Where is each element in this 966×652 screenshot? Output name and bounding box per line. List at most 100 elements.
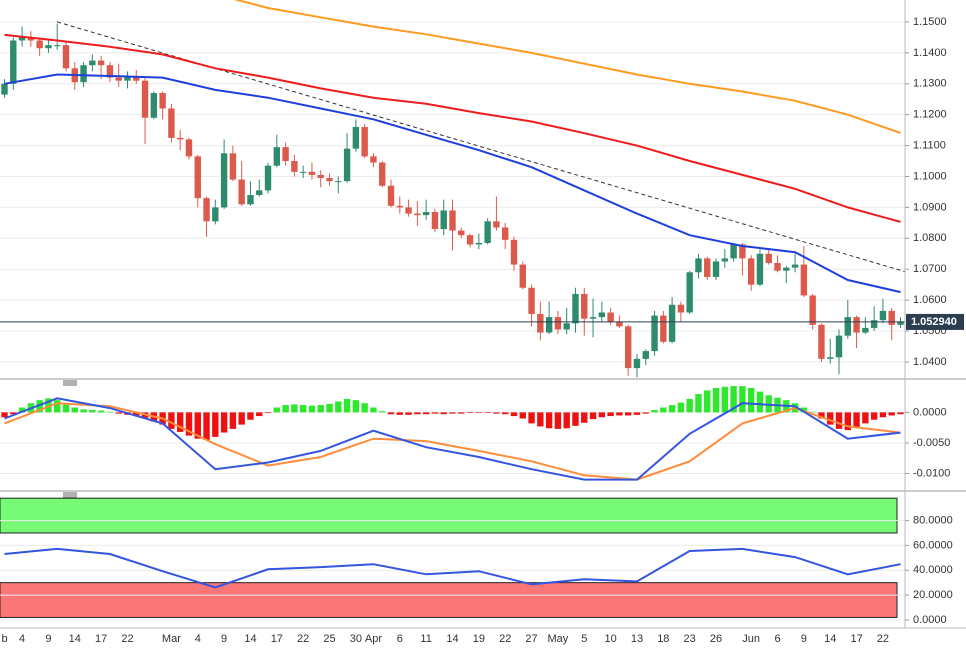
candle-body — [739, 244, 746, 259]
candle-body — [704, 258, 711, 277]
histogram-bar — [89, 409, 96, 413]
histogram-bar — [870, 412, 878, 420]
histogram-bar — [897, 412, 904, 415]
candle-body — [589, 317, 597, 319]
resize-handle — [63, 492, 77, 498]
histogram-bar — [827, 412, 834, 425]
histogram-bar — [519, 412, 526, 419]
candle-body — [493, 221, 500, 228]
indicator-line — [4, 73, 901, 294]
candle-body — [818, 324, 825, 359]
histogram-bar — [458, 412, 465, 414]
histogram-bar — [730, 386, 737, 413]
y-tick-label: 1.0600 — [913, 294, 947, 306]
x-tick-label: 11 — [420, 633, 431, 645]
y-tick-label: 20.0000 — [913, 589, 953, 601]
histogram-bar — [572, 412, 579, 426]
x-tick-label: 14 — [244, 633, 256, 645]
candle-body — [27, 37, 35, 41]
x-tick-label: Apr — [365, 633, 382, 645]
histogram-bar — [800, 407, 808, 413]
x-tick-label: Mar — [162, 633, 181, 645]
candle-body — [774, 263, 781, 271]
histogram-bar — [475, 412, 483, 413]
histogram-bar — [888, 412, 895, 416]
y-tick-label: 1.1300 — [913, 78, 947, 90]
histogram-bar — [405, 412, 412, 415]
histogram-bar — [291, 404, 298, 413]
histogram-bar — [45, 398, 52, 413]
x-tick-label: 4 — [19, 633, 25, 645]
candle-body — [387, 185, 395, 206]
candle-body — [844, 317, 851, 336]
candle-body — [756, 253, 764, 285]
candle-body — [343, 148, 351, 182]
candle-body — [238, 179, 245, 205]
candle-body — [282, 147, 289, 162]
candle-body — [607, 312, 614, 322]
histogram-bar — [71, 407, 78, 413]
x-tick-label: 13 — [631, 633, 643, 645]
candle-body — [870, 320, 878, 328]
y-tick-label: -0.0100 — [913, 467, 950, 479]
histogram-bar — [677, 402, 685, 413]
x-tick-label: 23 — [684, 633, 696, 645]
x-tick-label: 4 — [195, 633, 201, 645]
histogram-bar — [862, 412, 869, 424]
histogram-bar — [554, 412, 562, 429]
y-tick-label: 1.1100 — [913, 139, 946, 151]
histogram-bar — [651, 409, 658, 413]
candle-body — [695, 258, 702, 273]
histogram-bar — [326, 403, 333, 413]
candle-body — [361, 127, 368, 157]
x-tick-label: 17 — [850, 633, 862, 645]
histogram-bar — [414, 412, 421, 415]
x-tick-label: b — [1, 633, 7, 645]
resize-handle — [63, 380, 77, 386]
candle-body — [466, 235, 474, 245]
candle-body — [572, 293, 579, 324]
histogram-bar — [633, 412, 641, 415]
y-tick-label: 0.0000 — [913, 614, 947, 626]
histogram-bar — [387, 412, 395, 415]
y-tick-label: 1.1400 — [913, 47, 947, 59]
x-tick-label: 22 — [297, 633, 309, 645]
histogram-bar — [844, 412, 851, 431]
y-tick-label: 0.0000 — [913, 406, 947, 418]
candle-body — [502, 227, 509, 240]
candle-body — [537, 314, 544, 333]
histogram-bar — [370, 407, 377, 413]
candle-body — [827, 357, 834, 359]
y-tick-label: 60.0000 — [913, 539, 953, 551]
y-tick-label: 1.1200 — [913, 109, 947, 121]
candle-body — [677, 304, 685, 313]
candle-body — [194, 156, 201, 199]
indicator-line — [4, 402, 901, 481]
candle-body — [168, 108, 175, 138]
histogram-bar — [537, 412, 544, 427]
candle-body — [730, 244, 737, 259]
histogram-bar — [1, 412, 8, 418]
candle-body — [809, 295, 816, 325]
candle-body — [414, 213, 421, 216]
price-panel — [0, 0, 905, 378]
zone-band — [0, 497, 898, 534]
y-tick-label: -0.0050 — [913, 437, 950, 449]
x-tick-label: 22 — [877, 633, 889, 645]
candle-body — [256, 190, 263, 196]
y-tick-label: 1.0400 — [913, 356, 947, 368]
candle-body — [10, 40, 17, 84]
candle-body — [668, 304, 676, 342]
histogram-bar — [115, 412, 122, 414]
histogram-bar — [10, 412, 17, 415]
histogram-bar — [721, 386, 729, 413]
x-tick-label: 10 — [604, 633, 616, 645]
candle-body — [449, 210, 456, 231]
y-tick-label: 1.0900 — [913, 201, 947, 213]
candle-body — [273, 147, 281, 166]
x-tick-label: 17 — [95, 633, 107, 645]
histogram-bar — [493, 412, 500, 414]
indicator-line — [233, 0, 901, 134]
histogram-bar — [273, 407, 281, 413]
